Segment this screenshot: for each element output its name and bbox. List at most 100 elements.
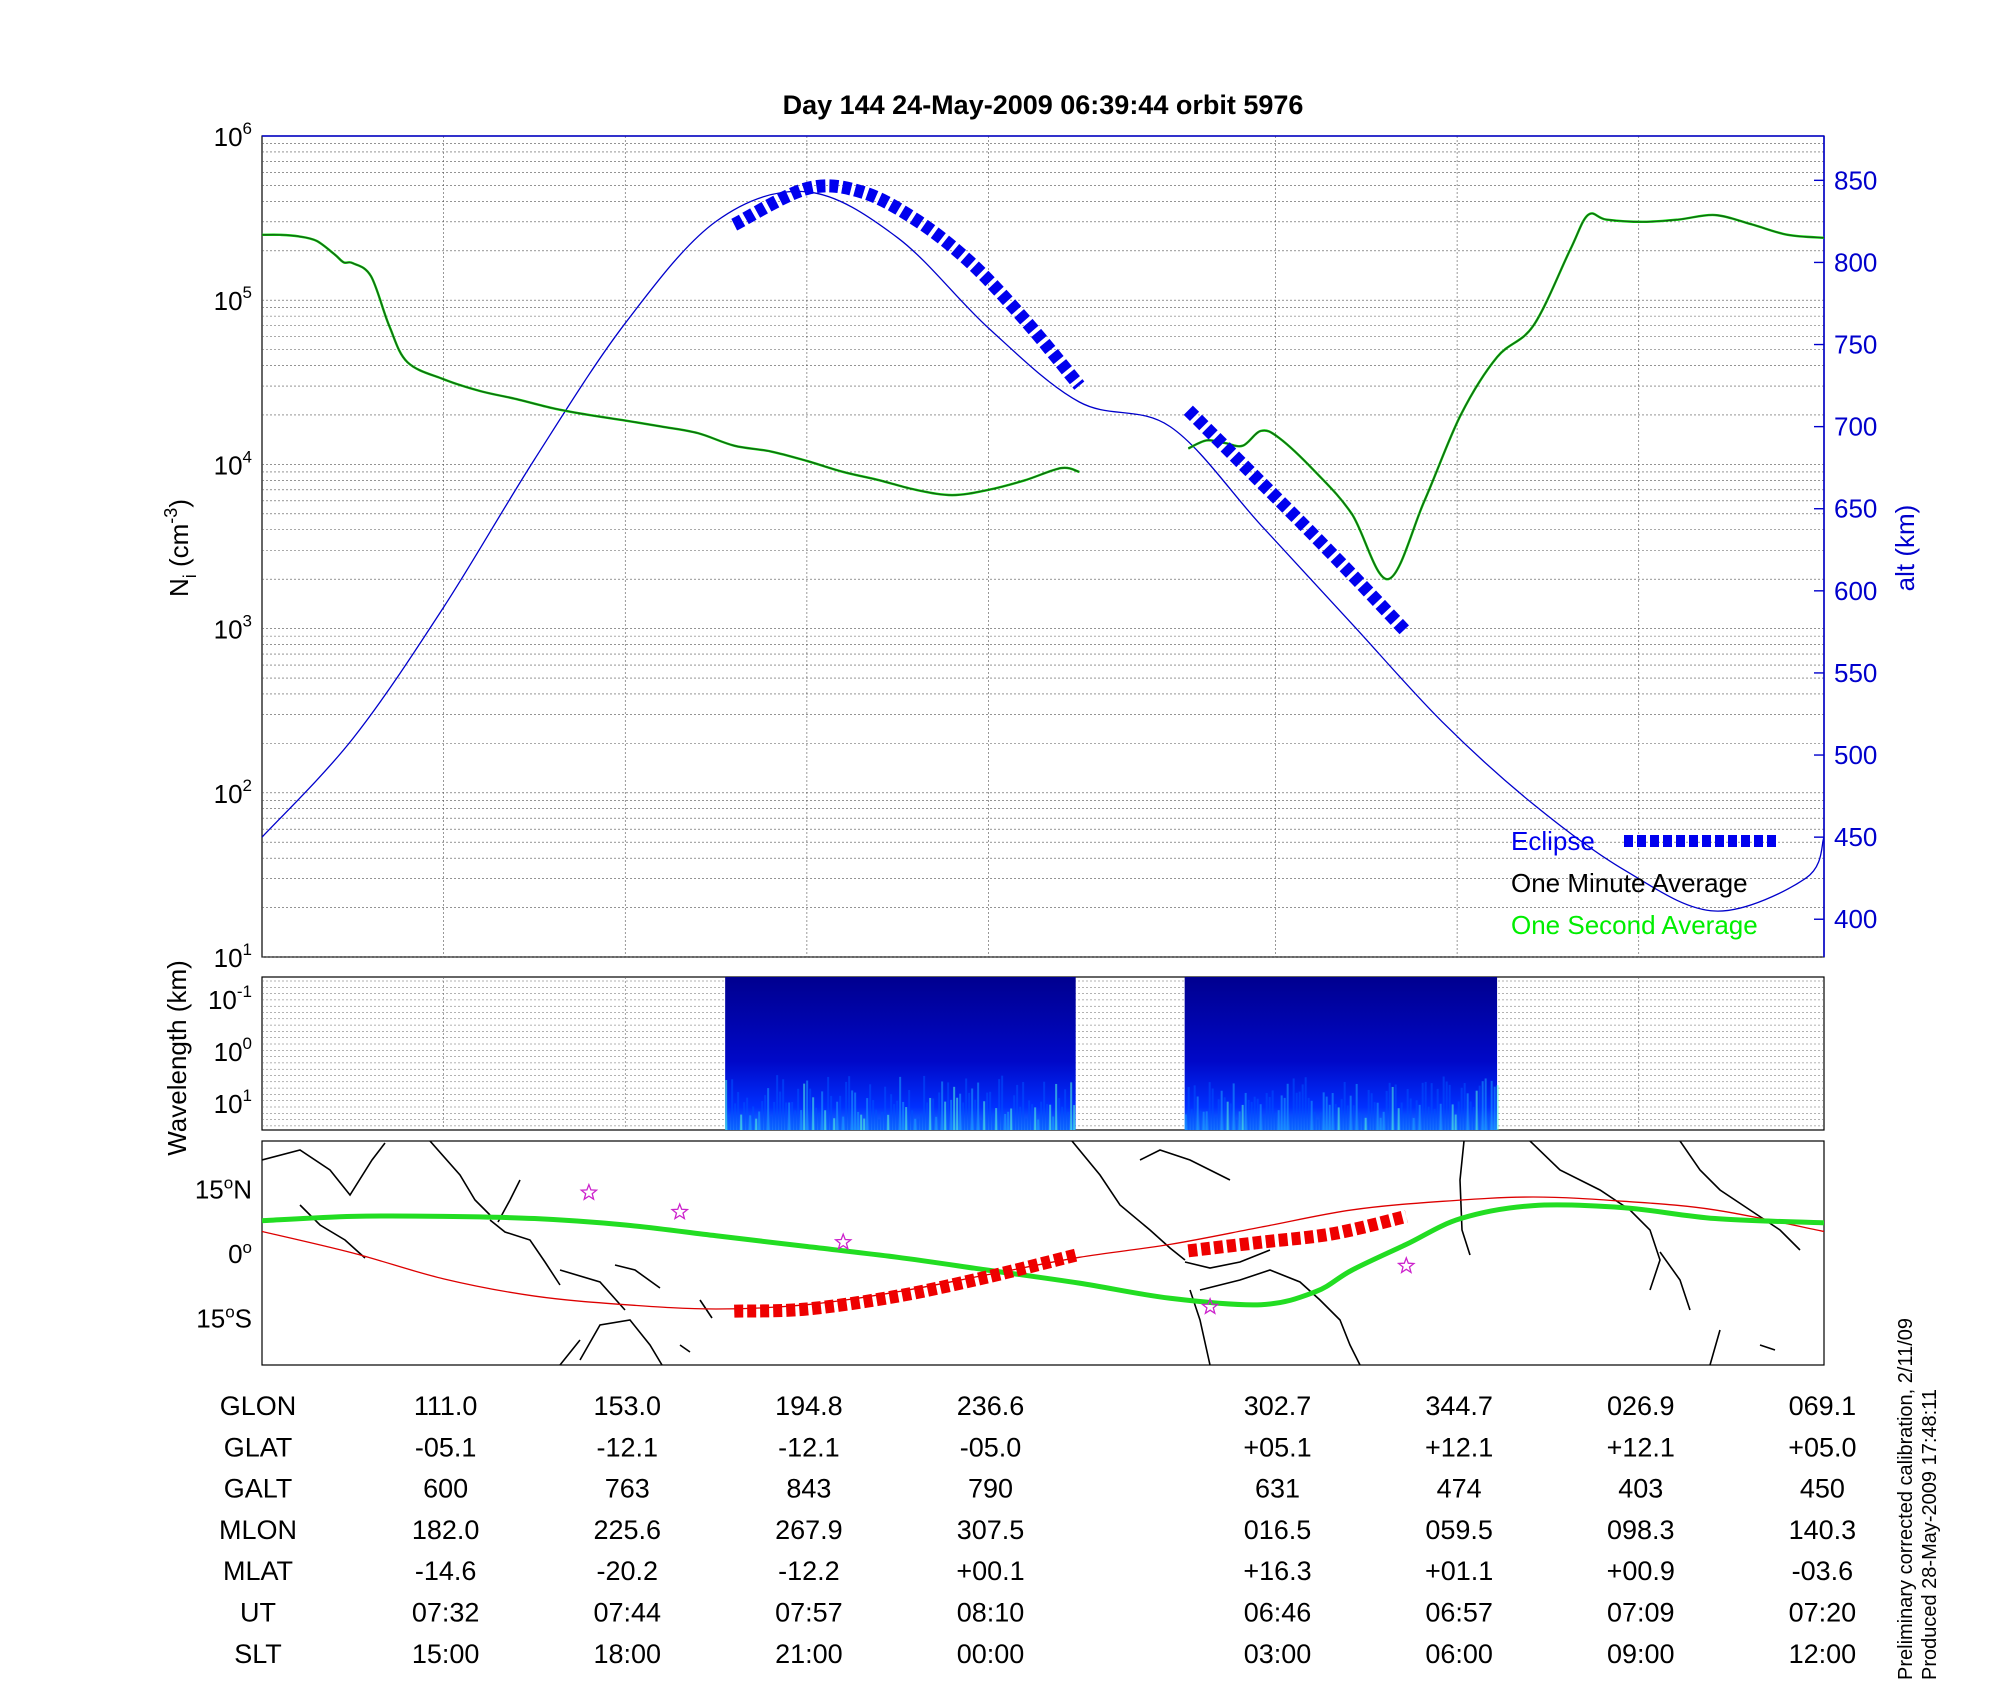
spectrogram-streak	[1199, 1110, 1202, 1130]
spectrogram-tick-label: 100	[214, 1034, 252, 1067]
table-cell: 450	[1800, 1474, 1845, 1504]
spectrogram-streak	[731, 1079, 734, 1130]
spectrogram-streak	[1484, 1078, 1487, 1130]
spectrogram-streak	[1496, 1085, 1499, 1130]
spectrogram-streak	[779, 1091, 782, 1130]
legend-one-second: One Second Average	[1511, 910, 1758, 940]
spectrogram-streak	[812, 1097, 815, 1130]
table-cell: 026.9	[1607, 1391, 1675, 1421]
table-row-label: GLON	[220, 1391, 297, 1421]
table-cell: 08:10	[957, 1598, 1025, 1628]
spectrogram-streak	[1403, 1113, 1406, 1130]
spectrogram-streak	[1277, 1110, 1280, 1130]
spectrogram-streak	[1292, 1078, 1295, 1130]
spectrogram-streak	[1355, 1083, 1358, 1130]
table-cell: 00:00	[957, 1639, 1025, 1669]
spectrogram-streak	[1487, 1115, 1490, 1130]
spectrogram-streak	[1328, 1104, 1331, 1130]
spectrogram-panel: 10-1 100 101 Wavelength (km)	[162, 960, 1825, 1156]
spectrogram-streak	[1340, 1099, 1343, 1130]
spectrogram-streak	[1460, 1087, 1463, 1130]
spectrogram-streak	[1250, 1101, 1253, 1130]
spectrogram-streak	[1004, 1113, 1007, 1130]
spectrogram-streak	[1391, 1086, 1394, 1130]
spectrogram-streak	[878, 1119, 881, 1130]
spectrogram-streak	[887, 1114, 890, 1130]
spectrogram-streak	[1481, 1081, 1484, 1130]
spectrogram-streak	[1295, 1092, 1298, 1130]
spectrogram-streak	[998, 1079, 1001, 1130]
spectrogram-streak	[794, 1110, 797, 1130]
map-tick-label: 0o	[228, 1238, 252, 1269]
spectrogram-streak	[1229, 1103, 1232, 1130]
table-cell: +01.1	[1425, 1556, 1493, 1586]
spectrogram-streak	[1019, 1106, 1022, 1130]
spectrogram-streak	[911, 1110, 914, 1130]
event-stars	[579, 1182, 1416, 1315]
spectrogram-streak	[896, 1100, 899, 1130]
table-cell: +16.3	[1243, 1556, 1311, 1586]
spectrogram-streak	[758, 1111, 761, 1130]
spectrogram-streak	[1469, 1101, 1472, 1130]
density-gridlines	[262, 136, 1824, 958]
spectrogram-streak	[1016, 1084, 1019, 1130]
spectrogram-streak	[857, 1111, 860, 1130]
altitude-tick-label: 700	[1834, 412, 1877, 442]
table-cell: 153.0	[593, 1391, 661, 1421]
spectrogram-streak	[917, 1118, 920, 1130]
spectrogram-streak	[821, 1091, 824, 1130]
spectrogram-streak	[980, 1119, 983, 1130]
altitude-tick-label: 550	[1834, 658, 1877, 688]
spectrogram-streak	[875, 1109, 878, 1130]
spectrogram-streak	[1190, 1109, 1193, 1130]
table-cell: 18:00	[593, 1639, 661, 1669]
eclipse-map-segment	[1187, 1210, 1408, 1258]
spectrogram-streak	[749, 1115, 752, 1130]
spectrogram-streak	[863, 1118, 866, 1130]
altitude-tick-label: 450	[1834, 822, 1877, 852]
spectrogram-streak	[1412, 1117, 1415, 1130]
spectrogram-streak	[1028, 1100, 1031, 1130]
table-row-label: GLAT	[224, 1432, 293, 1462]
spectrogram-streak	[1073, 1105, 1076, 1130]
spectrogram-streak	[1307, 1097, 1310, 1130]
table-cell: -12.1	[596, 1432, 658, 1462]
density-lines	[262, 212, 1824, 581]
spectrogram-streak	[872, 1100, 875, 1130]
table-cell: 111.0	[414, 1391, 478, 1421]
spectrogram-streak	[1196, 1096, 1199, 1130]
table-cell: +05.0	[1788, 1432, 1856, 1462]
spectrogram-streak	[1037, 1119, 1040, 1130]
spectrogram-streak	[1064, 1089, 1067, 1130]
spectrogram-streak	[1193, 1085, 1196, 1130]
table-cell: 21:00	[775, 1639, 843, 1669]
table-cell: 344.7	[1425, 1391, 1493, 1421]
altitude-curve	[262, 190, 1824, 912]
spectrogram-streak	[1208, 1082, 1211, 1130]
spectrogram-streak	[1241, 1104, 1244, 1130]
table-cell: 790	[968, 1474, 1013, 1504]
spectrogram-streak	[953, 1086, 956, 1130]
table-cell: 225.6	[593, 1515, 661, 1545]
footnote-calibration: Preliminary corrected calibration, 2/11/…	[1895, 1318, 1917, 1680]
spectrogram-streak	[1394, 1084, 1397, 1130]
spectrogram-streak	[776, 1075, 779, 1130]
table-cell: 843	[786, 1474, 831, 1504]
spectrogram-streak	[1457, 1101, 1460, 1130]
spectrogram-streak	[1361, 1114, 1364, 1130]
table-cell: +00.9	[1607, 1556, 1675, 1586]
spectrogram-streak	[1034, 1107, 1037, 1130]
spectrogram-streak	[962, 1102, 965, 1130]
spectrogram-streak	[1262, 1115, 1265, 1130]
spectrogram-streak	[1427, 1106, 1430, 1130]
spectrogram-streak	[1013, 1095, 1016, 1130]
legend-one-minute: One Minute Average	[1511, 868, 1748, 898]
spectrogram-streak	[1409, 1098, 1412, 1130]
table-cell: 140.3	[1789, 1515, 1857, 1545]
spectrogram-streak	[1433, 1109, 1436, 1130]
table-cell: 07:20	[1789, 1598, 1857, 1628]
spectrogram-streak	[1256, 1098, 1259, 1130]
density-tick-label: 103	[214, 612, 252, 645]
spectrogram-streak	[1214, 1116, 1217, 1130]
spectrogram-streak	[1271, 1090, 1274, 1130]
